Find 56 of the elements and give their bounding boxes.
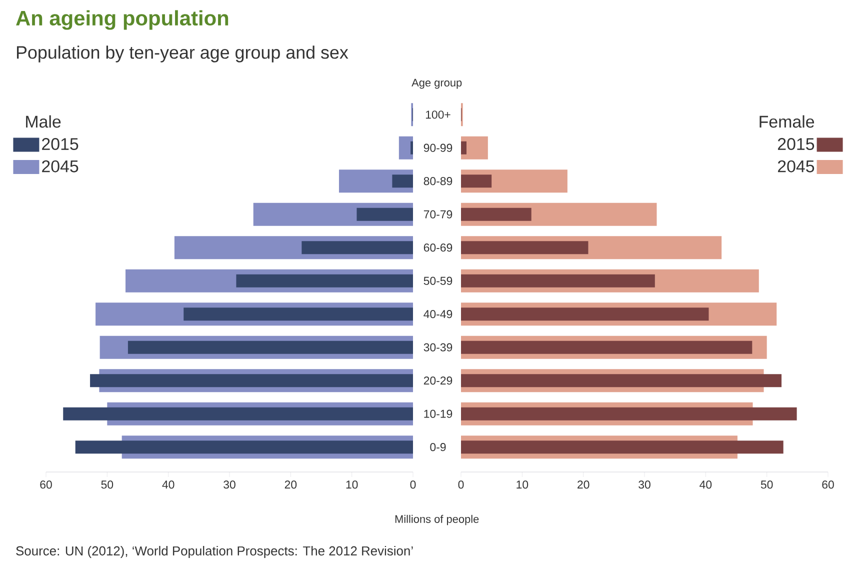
bar — [461, 308, 709, 321]
bar — [356, 208, 413, 221]
y-tick-label: 50-59 — [424, 276, 452, 285]
y-tick-label: 100+ — [426, 110, 450, 119]
x-tick-label: 20 — [578, 480, 590, 489]
x-tick-label: 30 — [638, 480, 650, 489]
legend-title: Female — [760, 115, 814, 128]
bar — [461, 340, 752, 354]
y-tick-label: 90-99 — [424, 144, 452, 152]
legend-label: 2045 — [778, 160, 814, 172]
bar — [461, 174, 492, 188]
x-tick-label: 0 — [410, 480, 416, 489]
y-tick-label: 0-9 — [430, 443, 446, 452]
x-tick-label: 50 — [760, 480, 773, 489]
chart-title: An ageing population — [16, 10, 228, 30]
bar — [302, 241, 413, 254]
bar — [75, 440, 413, 454]
x-tick-label: 50 — [101, 480, 114, 489]
x-tick-label: 60 — [822, 480, 834, 489]
y-tick-label: 80-89 — [424, 177, 452, 186]
legend-title: Male — [26, 115, 61, 128]
bar — [236, 274, 413, 288]
x-tick-label: 40 — [162, 480, 174, 489]
bar — [392, 174, 413, 188]
x-tick-label: 20 — [284, 480, 297, 489]
bar — [184, 308, 413, 321]
bar — [461, 374, 782, 388]
y-tick-label: 10-19 — [424, 410, 452, 418]
x-tick-label: 30 — [224, 480, 236, 489]
bar — [398, 136, 413, 160]
x-axis-title: Millions of people — [395, 514, 479, 526]
bar — [461, 241, 588, 254]
bar — [461, 141, 467, 154]
x-tick-label: 0 — [458, 480, 464, 489]
bar — [63, 407, 413, 420]
legend-label: 2015 — [778, 138, 814, 150]
x-tick-label: 10 — [516, 480, 528, 489]
x-tick-label: 60 — [40, 480, 52, 489]
legend-label: 2045 — [42, 160, 78, 172]
x-tick-label: 10 — [346, 480, 358, 489]
bar — [128, 340, 413, 354]
legend-label: 2015 — [42, 138, 78, 150]
y-tick-label: 60-69 — [424, 244, 452, 252]
bar — [461, 274, 655, 288]
y-tick-label: 70-79 — [424, 210, 452, 218]
y-tick-label: 40-49 — [424, 310, 452, 318]
y-axis-title: Age group — [412, 78, 462, 89]
bar — [90, 374, 413, 388]
source-note: Source: UN (2012), ‘World Population Prospects: The 2012 Revision’ — [16, 546, 413, 558]
chart-subtitle: Population by ten-year age group and sex — [16, 46, 348, 62]
bar — [461, 440, 784, 454]
y-tick-label: 30-39 — [424, 343, 452, 352]
bar — [461, 208, 532, 221]
x-tick-label: 40 — [700, 480, 712, 489]
bar — [461, 407, 797, 420]
y-tick-label: 20-29 — [424, 376, 452, 385]
